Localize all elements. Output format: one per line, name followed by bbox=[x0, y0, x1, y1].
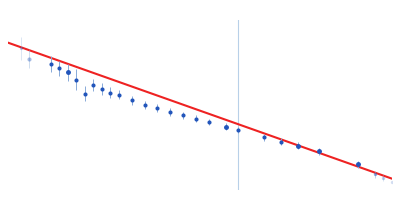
Point bbox=[82, 92, 88, 95]
Point bbox=[48, 63, 54, 66]
Point bbox=[26, 57, 32, 60]
Point bbox=[18, 47, 24, 50]
Point bbox=[64, 71, 71, 74]
Point bbox=[235, 128, 242, 132]
Point bbox=[380, 176, 387, 179]
Point bbox=[180, 114, 186, 117]
Point bbox=[316, 150, 323, 153]
Point bbox=[73, 78, 80, 81]
Point bbox=[222, 125, 229, 128]
Point bbox=[192, 117, 199, 120]
Point bbox=[261, 136, 267, 139]
Point bbox=[154, 107, 160, 110]
Point bbox=[116, 93, 122, 96]
Point bbox=[205, 120, 212, 124]
Point bbox=[128, 99, 135, 102]
Point bbox=[107, 91, 114, 94]
Point bbox=[278, 140, 284, 143]
Point bbox=[141, 103, 148, 107]
Point bbox=[90, 84, 96, 87]
Point bbox=[56, 67, 62, 70]
Point bbox=[167, 110, 173, 113]
Point bbox=[389, 180, 395, 183]
Point bbox=[372, 173, 378, 176]
Point bbox=[295, 144, 301, 147]
Point bbox=[355, 163, 361, 166]
Point bbox=[99, 88, 105, 91]
